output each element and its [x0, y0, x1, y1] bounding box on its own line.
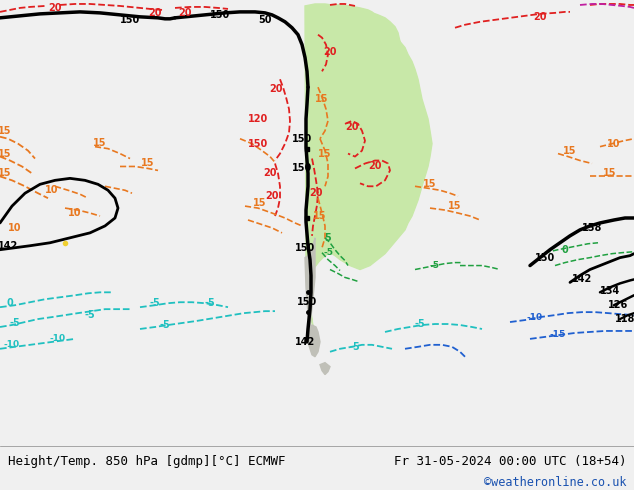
Text: 10: 10: [607, 139, 621, 148]
Text: 20: 20: [309, 188, 323, 198]
Text: 20: 20: [263, 169, 277, 178]
Text: 20: 20: [148, 8, 162, 18]
Text: -5: -5: [160, 320, 171, 330]
Text: 15: 15: [93, 138, 107, 147]
Text: -5: -5: [430, 261, 440, 270]
Text: -5: -5: [84, 310, 95, 320]
Text: 15: 15: [424, 179, 437, 189]
Text: 15: 15: [0, 126, 12, 136]
Text: -10: -10: [527, 313, 543, 321]
Text: 20: 20: [368, 162, 382, 172]
Text: 15: 15: [313, 211, 327, 221]
Text: -5: -5: [349, 342, 360, 352]
Text: 10: 10: [45, 185, 59, 195]
Text: 20: 20: [48, 3, 61, 13]
Text: 15: 15: [563, 146, 577, 156]
Text: 15: 15: [603, 169, 617, 178]
Text: 20: 20: [533, 12, 547, 22]
Text: 20: 20: [178, 8, 191, 18]
Text: 150: 150: [295, 243, 315, 253]
Text: -5: -5: [10, 318, 20, 328]
Text: 150: 150: [120, 15, 140, 25]
Text: 15: 15: [448, 201, 462, 211]
Text: 150: 150: [248, 139, 268, 148]
Text: 150: 150: [297, 297, 317, 307]
Text: 142: 142: [295, 337, 315, 347]
Text: 15: 15: [141, 158, 155, 169]
Text: -5: -5: [415, 319, 425, 329]
Text: -5: -5: [205, 298, 216, 308]
Text: 150: 150: [210, 10, 230, 20]
Text: 0: 0: [6, 298, 13, 308]
Text: 15: 15: [253, 198, 267, 208]
Polygon shape: [307, 325, 320, 357]
Polygon shape: [310, 5, 432, 270]
Text: 10: 10: [8, 223, 22, 233]
Polygon shape: [305, 4, 413, 327]
Polygon shape: [315, 8, 402, 142]
Text: 150: 150: [292, 134, 312, 144]
Text: 15: 15: [315, 94, 329, 104]
Text: -10: -10: [4, 341, 20, 349]
Text: -5: -5: [323, 248, 333, 257]
Text: 150: 150: [535, 253, 555, 263]
Text: 15: 15: [0, 169, 12, 178]
Text: 158: 158: [582, 223, 602, 233]
Text: 15: 15: [0, 148, 12, 159]
Polygon shape: [305, 238, 315, 327]
Text: 20: 20: [346, 122, 359, 132]
Polygon shape: [310, 5, 402, 124]
Text: 20: 20: [269, 84, 283, 94]
Text: 10: 10: [68, 208, 82, 218]
Text: 142: 142: [0, 241, 18, 251]
Text: -15: -15: [550, 330, 566, 340]
Text: Fr 31-05-2024 00:00 UTC (18+54): Fr 31-05-2024 00:00 UTC (18+54): [394, 455, 626, 468]
Text: 150: 150: [292, 164, 312, 173]
Text: 15: 15: [318, 148, 332, 159]
Text: 50: 50: [258, 15, 272, 25]
Text: 20: 20: [265, 191, 279, 201]
Text: 118: 118: [615, 314, 634, 324]
Polygon shape: [320, 363, 330, 374]
Text: 134: 134: [600, 286, 620, 296]
Text: ©weatheronline.co.uk: ©weatheronline.co.uk: [484, 476, 626, 489]
Text: 5: 5: [325, 233, 332, 243]
Text: 126: 126: [608, 300, 628, 310]
Text: Height/Temp. 850 hPa [gdmp][°C] ECMWF: Height/Temp. 850 hPa [gdmp][°C] ECMWF: [8, 455, 285, 468]
Text: 0: 0: [562, 245, 568, 255]
Text: -5: -5: [150, 298, 160, 308]
Text: 20: 20: [323, 47, 337, 56]
Text: 120: 120: [248, 114, 268, 124]
Text: -10: -10: [50, 334, 66, 343]
Text: 142: 142: [572, 274, 592, 284]
